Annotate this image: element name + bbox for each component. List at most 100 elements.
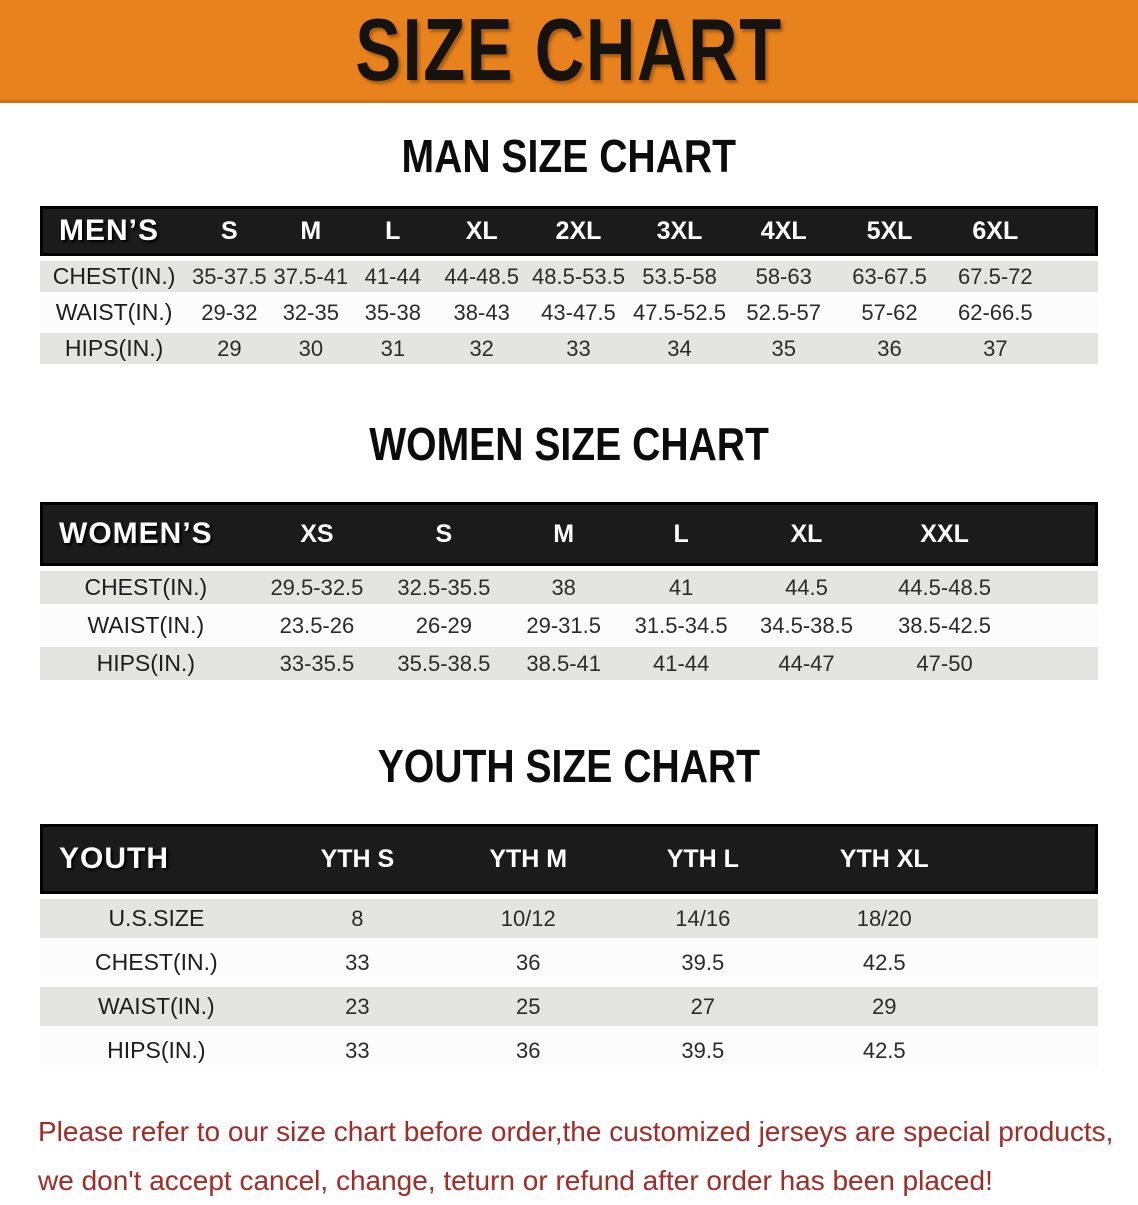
women-header-row: WOMEN’S XS S M L XL XXL (40, 502, 1098, 566)
size-value: 38.5-42.5 (872, 609, 1017, 642)
size-value: 44.5-48.5 (872, 571, 1017, 604)
row-label: HIPS(IN.) (40, 1031, 273, 1070)
size-value: 32.5-35.5 (382, 571, 506, 604)
table-row: HIPS(IN.) 33-35.5 35.5-38.5 38.5-41 41-44 44-… (40, 647, 1098, 680)
size-value: 14/16 (614, 899, 792, 938)
row-filler (1048, 261, 1098, 292)
size-value: 44-48.5 (434, 261, 529, 292)
size-column-header: XL (434, 206, 529, 256)
size-column-header: XXL (872, 502, 1017, 566)
women-size-chart-heading: WOMEN SIZE CHART (0, 417, 1138, 471)
size-value: 33 (272, 943, 443, 982)
size-column-header: YTH S (272, 824, 443, 894)
size-value: 41 (621, 571, 741, 604)
table-row: WAIST(IN.) 23.5-26 26-29 29-31.5 31.5-34.5 34… (40, 609, 1098, 642)
youth-table-title: YOUTH (40, 824, 273, 894)
header-filler (1048, 206, 1098, 256)
size-column-header: YTH XL (791, 824, 978, 894)
size-value: 23 (272, 987, 443, 1026)
men-size-table: MEN’S S M L XL 2XL 3XL 4XL 5XL 6XL CHEST(IN.) 35-37… (40, 201, 1098, 369)
men-size-table-container: MEN’S S M L XL 2XL 3XL 4XL 5XL 6XL CHEST(IN.) 35-37… (0, 201, 1138, 369)
table-row: WAIST(IN.) 29-32 32-35 35-38 38-43 43-47.5 47.… (40, 297, 1098, 328)
header-filler (1016, 502, 1098, 566)
size-value: 58-63 (730, 261, 837, 292)
row-filler (1016, 609, 1098, 642)
size-value: 35-37.5 (188, 261, 271, 292)
row-filler (977, 987, 1098, 1026)
row-label: WAIST(IN.) (40, 297, 189, 328)
men-table-title: MEN’S (40, 206, 189, 256)
size-value: 52.5-57 (730, 297, 837, 328)
size-value: 44.5 (740, 571, 873, 604)
size-value: 8 (272, 899, 443, 938)
size-value: 38 (505, 571, 622, 604)
size-column-header: M (505, 502, 622, 566)
women-table-title: WOMEN’S (40, 502, 252, 566)
row-filler (977, 1031, 1098, 1070)
row-label: U.S.SIZE (40, 899, 273, 938)
size-value: 38-43 (434, 297, 529, 328)
youth-size-chart-heading-text: YOUTH SIZE CHART (377, 740, 761, 792)
size-value: 29 (188, 333, 271, 364)
women-size-table-container: WOMEN’S XS S M L XL XXL CHEST(IN.) 29.5-32.5 32.5… (0, 497, 1138, 685)
size-value: 29-32 (188, 297, 271, 328)
size-value: 53.5-58 (628, 261, 731, 292)
header-filler (977, 824, 1098, 894)
size-value: 31.5-34.5 (621, 609, 741, 642)
size-value: 35 (730, 333, 837, 364)
size-value: 29 (791, 987, 978, 1026)
row-filler (977, 943, 1098, 982)
man-size-chart-heading: MAN SIZE CHART (0, 129, 1138, 183)
youth-size-chart-heading: YOUTH SIZE CHART (0, 739, 1138, 793)
table-row: HIPS(IN.) 29 30 31 32 33 34 35 36 37 (40, 333, 1098, 364)
row-filler (1048, 333, 1098, 364)
table-row: CHEST(IN.) 35-37.5 37.5-41 41-44 44-48.5 48.5… (40, 261, 1098, 292)
size-value: 29.5-32.5 (251, 571, 383, 604)
size-value: 35-38 (351, 297, 435, 328)
size-column-header: YTH L (614, 824, 792, 894)
banner-title: SIZE CHART (355, 0, 783, 99)
size-value: 33 (528, 333, 629, 364)
size-value: 23.5-26 (251, 609, 383, 642)
size-value: 10/12 (442, 899, 615, 938)
table-row: CHEST(IN.) 33 36 39.5 42.5 (40, 943, 1098, 982)
size-value: 41-44 (351, 261, 435, 292)
size-value: 37 (942, 333, 1049, 364)
youth-header-row: YOUTH YTH S YTH M YTH L YTH XL (40, 824, 1098, 894)
size-value: 25 (442, 987, 615, 1026)
women-size-table: WOMEN’S XS S M L XL XXL CHEST(IN.) 29.5-32.5 32.5… (40, 497, 1098, 685)
size-value: 37.5-41 (270, 261, 352, 292)
size-column-header: YTH M (442, 824, 615, 894)
size-column-header: 2XL (528, 206, 629, 256)
size-value: 44-47 (740, 647, 873, 680)
row-label: CHEST(IN.) (40, 943, 273, 982)
size-column-header: L (351, 206, 435, 256)
size-column-header: XL (740, 502, 873, 566)
size-column-header: 4XL (730, 206, 837, 256)
man-size-chart-heading-text: MAN SIZE CHART (401, 130, 737, 182)
size-value: 36 (836, 333, 943, 364)
disclaimer-line-2: we don't accept cancel, change, teturn o… (38, 1165, 993, 1196)
size-value: 27 (614, 987, 792, 1026)
row-label: CHEST(IN.) (40, 261, 189, 292)
size-value: 42.5 (791, 1031, 978, 1070)
size-column-header: XS (251, 502, 383, 566)
size-value: 18/20 (791, 899, 978, 938)
size-column-header: M (270, 206, 352, 256)
size-value: 30 (270, 333, 352, 364)
size-value: 42.5 (791, 943, 978, 982)
size-value: 43-47.5 (528, 297, 629, 328)
row-label: WAIST(IN.) (40, 987, 273, 1026)
size-value: 35.5-38.5 (382, 647, 506, 680)
men-header-row: MEN’S S M L XL 2XL 3XL 4XL 5XL 6XL (40, 206, 1098, 256)
size-column-header: L (621, 502, 741, 566)
size-value: 36 (442, 1031, 615, 1070)
women-size-chart-heading-text: WOMEN SIZE CHART (369, 418, 769, 470)
size-value: 63-67.5 (836, 261, 943, 292)
youth-size-table-container: YOUTH YTH S YTH M YTH L YTH XL U.S.SIZE 8 10/12… (0, 819, 1138, 1075)
size-value: 57-62 (836, 297, 943, 328)
size-column-header: 6XL (942, 206, 1049, 256)
row-filler (977, 899, 1098, 938)
size-value: 33 (272, 1031, 443, 1070)
size-value: 41-44 (621, 647, 741, 680)
